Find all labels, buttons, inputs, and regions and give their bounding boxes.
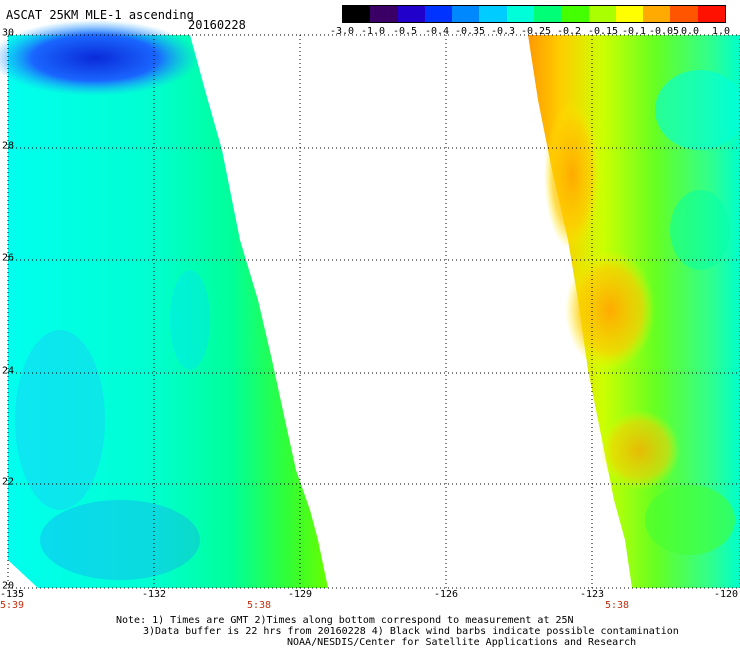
credit-line: NOAA/NESDIS/Center for Satellite Applica…: [287, 637, 637, 648]
colorbar-label: -0.5: [392, 26, 418, 37]
lat-label: 28: [2, 140, 15, 152]
lat-lon-grid: [8, 35, 740, 588]
colorbar-label: -0.4: [424, 26, 450, 37]
lat-label: 22: [2, 476, 15, 488]
colorbar-label: -0.35: [454, 26, 486, 37]
map-date: 20160228: [188, 18, 246, 32]
colorbar-segment: [452, 6, 480, 22]
colorbar-segment: [479, 6, 507, 22]
colorbar-label: -3.0: [329, 26, 355, 37]
lat-label: 20: [2, 580, 15, 592]
colorbar-label: -1.0: [360, 26, 386, 37]
lat-label: 24: [2, 365, 15, 377]
colorbar-segment: [506, 6, 534, 22]
colorbar-label: 1.0: [711, 26, 731, 37]
map-title: ASCAT 25KM MLE-1 ascending: [6, 8, 194, 22]
colorbar-label: -0.1: [621, 26, 647, 37]
lon-label: -123: [579, 589, 605, 600]
colorbar-label: -0.25: [520, 26, 552, 37]
colorbar-segment: [643, 6, 671, 22]
colorbar-label: -0.05: [648, 26, 680, 37]
colorbar: [342, 5, 726, 23]
lat-label: 30: [2, 27, 15, 39]
colorbar-label: -0.15: [587, 26, 619, 37]
colorbar-segment: [615, 6, 644, 22]
lon-label: -135: [0, 589, 25, 600]
colorbar-segment: [343, 6, 371, 22]
colorbar-segment: [397, 6, 425, 22]
lon-label: -126: [433, 589, 459, 600]
lat-label: 26: [2, 252, 15, 264]
colorbar-segment: [588, 6, 616, 22]
time-label: 5:38: [246, 600, 272, 611]
colorbar-segment: [670, 6, 698, 22]
time-label: 5:39: [0, 600, 25, 611]
colorbar-label: -0.3: [490, 26, 516, 37]
lon-label: -132: [141, 589, 167, 600]
lon-label: -120: [713, 589, 739, 600]
lon-label: -129: [287, 589, 313, 600]
colorbar-label: -0.2: [556, 26, 582, 37]
note-line-2: 3)Data buffer is 22 hrs from 20160228 4)…: [143, 626, 679, 637]
time-label: 5:38: [604, 600, 630, 611]
colorbar-segment: [424, 6, 453, 22]
colorbar-segment: [561, 6, 589, 22]
right-swath: [528, 35, 740, 588]
colorbar-segment: [370, 6, 398, 22]
note-line-1: Note: 1) Times are GMT 2)Times along bot…: [116, 615, 574, 626]
colorbar-segment: [697, 6, 725, 22]
colorbar-segment: [533, 6, 562, 22]
colorbar-label: 0.0: [680, 26, 700, 37]
left-swath: [0, 20, 328, 588]
